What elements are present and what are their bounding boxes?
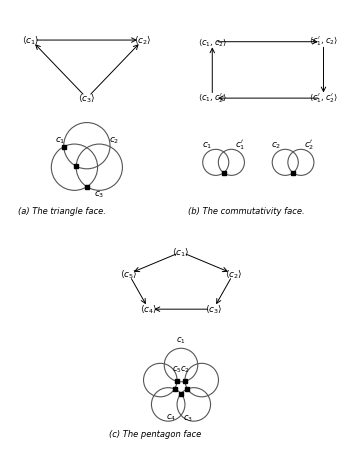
- Text: (b) The commutativity face.: (b) The commutativity face.: [188, 207, 305, 216]
- Text: $\langle c_{4} \rangle$: $\langle c_{4} \rangle$: [140, 303, 157, 315]
- Text: $\langle c_1', c_2' \rangle$: $\langle c_1', c_2' \rangle$: [309, 91, 338, 105]
- Text: $c_5$: $c_5$: [172, 365, 181, 375]
- Text: $c_1'$: $c_1'$: [235, 138, 245, 152]
- Text: $\langle c_{2} \rangle$: $\langle c_{2} \rangle$: [224, 268, 242, 280]
- Text: $\langle c_{5} \rangle$: $\langle c_{5} \rangle$: [120, 268, 138, 280]
- Text: $\langle c_{1} \rangle$: $\langle c_{1} \rangle$: [172, 246, 190, 258]
- Text: $c_2'$: $c_2'$: [304, 138, 315, 152]
- Text: $\langle c_3 \rangle$: $\langle c_3 \rangle$: [78, 92, 96, 104]
- Text: $\langle c_{3} \rangle$: $\langle c_{3} \rangle$: [205, 303, 222, 315]
- Text: $c_1$: $c_1$: [202, 141, 212, 151]
- Text: $c_4$: $c_4$: [166, 412, 176, 423]
- Text: $c_1$: $c_1$: [55, 135, 66, 146]
- Text: $\langle c_1, c_2 \rangle$: $\langle c_1, c_2 \rangle$: [198, 36, 227, 48]
- Text: $c_3$: $c_3$: [183, 413, 193, 424]
- Text: $c_2$: $c_2$: [272, 141, 282, 151]
- Text: $c_1$: $c_1$: [176, 335, 186, 346]
- Text: $c_3$: $c_3$: [94, 189, 105, 200]
- Text: (a) The triangle face.: (a) The triangle face.: [18, 207, 106, 216]
- Text: $c_2$: $c_2$: [180, 365, 189, 375]
- Text: $c_2$: $c_2$: [109, 135, 120, 146]
- Text: $\langle c_1', c_2 \rangle$: $\langle c_1', c_2 \rangle$: [309, 35, 338, 48]
- Text: $\langle c_1, c_2' \rangle$: $\langle c_1, c_2' \rangle$: [198, 91, 227, 105]
- Text: $\langle c_2 \rangle$: $\langle c_2 \rangle$: [134, 34, 151, 46]
- Text: (c) The pentagon face: (c) The pentagon face: [109, 430, 201, 439]
- Text: $\langle c_1 \rangle$: $\langle c_1 \rangle$: [22, 34, 40, 46]
